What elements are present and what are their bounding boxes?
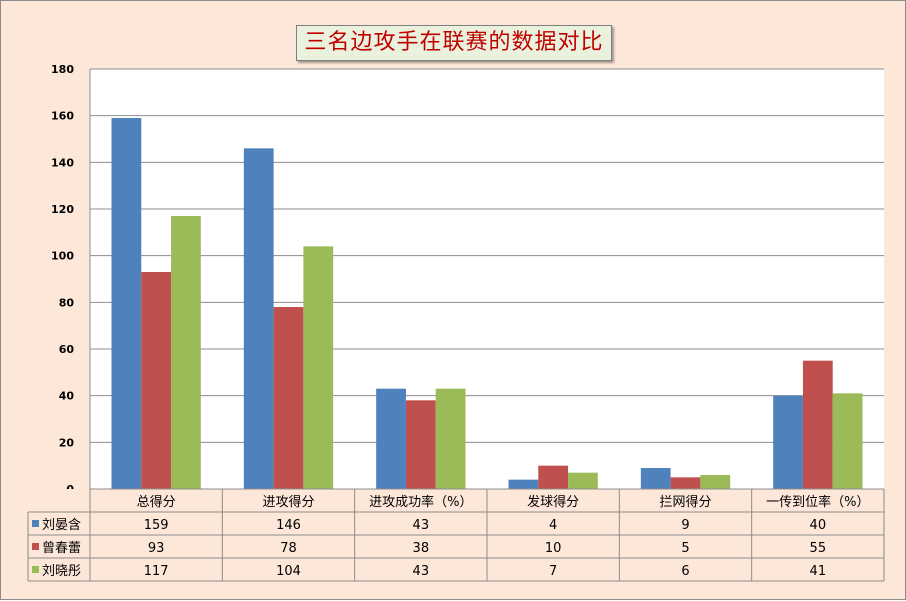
bar	[141, 272, 172, 489]
bar	[171, 216, 201, 489]
category-label: 进攻得分	[262, 494, 314, 510]
series-label: 刘晏含	[42, 517, 81, 533]
category-label: 拦网得分	[659, 494, 711, 510]
series-label: 曾春蕾	[42, 541, 81, 556]
data-label: 93	[148, 541, 165, 556]
data-label: 4	[549, 518, 557, 533]
data-label: 55	[810, 541, 827, 556]
bar	[243, 148, 274, 490]
bar	[376, 388, 406, 489]
category-label: 进攻成功率（%）	[369, 494, 472, 510]
series-label: 刘晓彤	[42, 564, 81, 579]
data-label: 146	[276, 518, 301, 533]
data-label: 7	[549, 564, 557, 579]
bar	[568, 472, 598, 489]
data-label: 38	[413, 541, 430, 556]
category-label: 总得分	[137, 494, 176, 510]
data-label: 41	[810, 564, 827, 579]
y-tick-label: 20	[59, 436, 75, 449]
legend-key	[32, 543, 39, 550]
data-table: 总得分 进攻得分 进攻成功率（%） 发球得分 拦网得分 一传到位率（%） 刘晏含 159 146…	[27, 69, 885, 582]
data-label: 6	[681, 564, 689, 579]
bar	[111, 118, 142, 489]
category-label: 一传到位率（%）	[766, 494, 869, 510]
legend-key	[32, 566, 39, 573]
y-tick-label: 100	[51, 250, 74, 263]
bar	[700, 475, 731, 489]
chart-title: 三名边攻手在联赛的数据对比	[296, 25, 612, 61]
data-label: 43	[413, 518, 430, 533]
bar	[273, 307, 304, 489]
y-axis-ticks: 020406080100120140160180	[51, 63, 74, 496]
bar	[773, 395, 803, 489]
data-label: 40	[810, 518, 827, 533]
bar	[303, 246, 334, 489]
y-tick-label: 180	[51, 63, 74, 76]
bar	[670, 477, 701, 489]
bar	[435, 388, 466, 489]
legend-key	[32, 520, 39, 527]
data-label: 78	[280, 541, 297, 556]
data-label: 43	[413, 564, 430, 579]
bar	[640, 468, 671, 489]
bars	[111, 118, 863, 490]
y-tick-label: 120	[51, 203, 74, 216]
y-tick-label: 80	[59, 296, 75, 309]
data-label: 104	[276, 564, 301, 579]
y-tick-label: 60	[59, 343, 75, 356]
data-label: 10	[545, 541, 562, 556]
data-label: 117	[144, 564, 169, 579]
bar	[508, 479, 539, 489]
y-tick-label: 140	[51, 156, 74, 169]
bar	[405, 400, 436, 489]
y-tick-label: 40	[59, 390, 75, 403]
plot-area	[90, 69, 884, 489]
bar	[832, 393, 863, 489]
y-tick-label: 160	[51, 110, 74, 123]
data-label: 9	[681, 518, 689, 533]
bar	[802, 360, 833, 489]
data-label: 159	[144, 518, 169, 533]
bar	[538, 465, 569, 489]
category-label: 发球得分	[527, 494, 579, 510]
data-label: 5	[681, 541, 689, 556]
